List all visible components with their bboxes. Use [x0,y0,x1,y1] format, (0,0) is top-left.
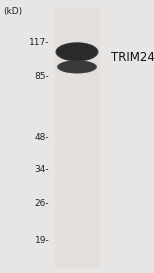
Ellipse shape [63,63,91,71]
Text: 26-: 26- [35,199,49,208]
Ellipse shape [56,43,98,61]
Ellipse shape [59,61,95,73]
Ellipse shape [59,44,95,60]
Ellipse shape [61,46,93,58]
Ellipse shape [63,46,91,58]
Text: (kD): (kD) [3,7,22,16]
Ellipse shape [60,62,94,72]
Ellipse shape [61,45,93,59]
Ellipse shape [57,60,97,73]
Ellipse shape [57,43,97,61]
Ellipse shape [64,47,90,57]
Text: 48-: 48- [35,133,49,142]
Ellipse shape [55,42,99,61]
Ellipse shape [60,61,94,72]
Text: 34-: 34- [35,165,49,174]
Ellipse shape [62,62,92,72]
Ellipse shape [59,61,95,73]
Text: 117-: 117- [29,38,49,47]
Ellipse shape [58,44,96,60]
Text: 19-: 19- [34,236,49,245]
Ellipse shape [61,62,93,72]
Ellipse shape [64,63,90,71]
Ellipse shape [60,45,94,59]
Bar [55,8,100,268]
Text: 85-: 85- [34,72,49,81]
Ellipse shape [65,63,89,70]
Ellipse shape [62,46,92,58]
Ellipse shape [58,43,96,60]
Ellipse shape [58,61,96,73]
Ellipse shape [61,62,93,72]
Ellipse shape [64,47,90,57]
Ellipse shape [58,61,96,73]
Ellipse shape [64,63,90,71]
Ellipse shape [63,46,91,57]
Ellipse shape [63,63,91,71]
Ellipse shape [60,44,94,59]
Ellipse shape [65,64,89,70]
Text: TRIM24: TRIM24 [111,51,154,64]
Ellipse shape [57,43,97,61]
